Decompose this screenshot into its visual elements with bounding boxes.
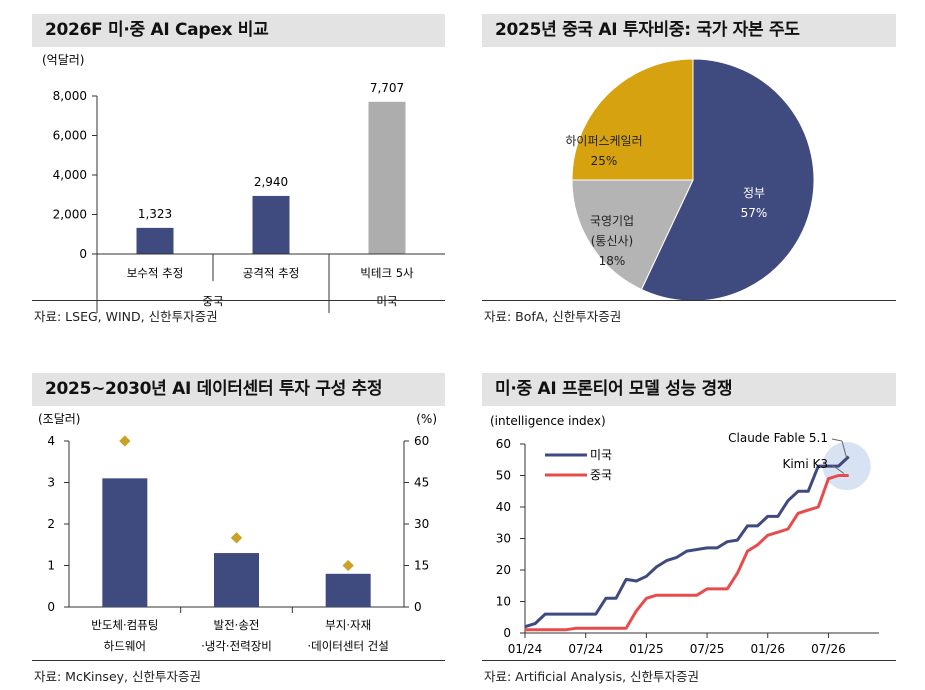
right-tick-label: 30	[414, 517, 429, 531]
y-tick-label: 4,000	[53, 168, 87, 182]
bar	[325, 573, 371, 607]
bar-value-label: 1,323	[138, 207, 172, 221]
y-axis-label: (intelligence index)	[490, 414, 606, 428]
y-tick-label: 8,000	[53, 89, 87, 103]
category-label: 공격적 추정	[243, 266, 300, 280]
source-note: 자료: BofA, 신한투자증권	[484, 309, 622, 324]
x-tick-label: 07/26	[811, 642, 846, 656]
left-tick-label: 2	[47, 517, 55, 531]
y-axis-unit: (억달러)	[42, 53, 84, 67]
bar	[252, 195, 290, 254]
group-label: 중국	[202, 294, 223, 308]
x-tick-label: 01/26	[750, 642, 785, 656]
category-label: 보수적 추정	[127, 266, 184, 280]
annotation-leader	[831, 438, 843, 442]
y-tick-label: 50	[496, 469, 511, 483]
x-tick-label: 07/25	[690, 642, 725, 656]
share-marker	[119, 435, 131, 447]
series-line	[525, 474, 849, 632]
panel-china-ai-investment-share: 2025년 중국 AI 투자비중: 국가 자본 주도 정부 57% 국영기업 (통신사…	[482, 14, 896, 334]
y-tick-label: 30	[496, 532, 511, 546]
bar	[214, 553, 259, 607]
annotation-label: Kimi K3	[782, 457, 828, 471]
source-note: 자료: McKinsey, 신한투자증권	[34, 669, 201, 684]
panel-title: 2026F 미·중 AI Capex 비교	[32, 14, 445, 47]
left-tick-label: 0	[47, 600, 55, 614]
y-tick-label: 10	[496, 595, 511, 609]
source-note: 자료: LSEG, WIND, 신한투자증권	[34, 309, 218, 324]
bar-value-label: 2,940	[254, 175, 288, 189]
left-axis-unit: (조달러)	[38, 412, 80, 426]
slice-value-label: 57%	[741, 206, 768, 220]
source-divider	[482, 660, 896, 661]
category-label: 발전·송전	[214, 618, 260, 632]
category-label: 빅테크 5사	[360, 266, 414, 280]
source-divider	[32, 660, 445, 661]
category-label: 반도체·컴퓨팅	[91, 618, 158, 632]
y-tick-label: 2,000	[53, 208, 87, 222]
left-tick-label: 3	[47, 476, 55, 490]
investment-pie-chart: 정부 57% 국영기업 (통신사) 18% 하이퍼스케일러 25%	[565, 58, 815, 300]
x-tick-label: 07/24	[568, 642, 603, 656]
x-tick-label: 01/24	[508, 642, 543, 656]
y-tick-label: 6,000	[53, 129, 87, 143]
capex-bar-chart: (억달러) 0 2,000 4,000 6,000 8,000 1,323 보수적 추정 2,9…	[42, 53, 445, 313]
bar	[368, 101, 406, 255]
intelligence-index-line-chart: (intelligence index) 0 10 20 30 40 50 60 01/24 07…	[490, 414, 879, 656]
source-divider	[32, 300, 445, 301]
panel-title: 2025~2030년 AI 데이터센터 투자 구성 추정	[32, 373, 445, 406]
right-axis-unit: (%)	[416, 412, 437, 426]
y-tick-label: 40	[496, 500, 511, 514]
pie-slice	[571, 179, 694, 291]
slice-label: 정부	[743, 186, 765, 200]
legend-label: 중국	[590, 468, 612, 482]
category-label: ·데이터센터 건설	[307, 639, 388, 653]
category-label: 하드웨어	[104, 639, 146, 653]
share-marker	[230, 532, 243, 544]
bar	[136, 227, 174, 254]
panel-frontier-model-race: 미·중 AI 프론티어 모델 성능 경쟁 (intelligence index…	[482, 373, 896, 690]
legend-label: 미국	[590, 448, 612, 462]
annotation-leader	[841, 440, 848, 459]
panel-title: 미·중 AI 프론티어 모델 성능 경쟁	[482, 373, 896, 406]
slice-label: 하이퍼스케일러	[565, 134, 642, 148]
bar-value-label: 7,707	[370, 81, 404, 95]
source-note: 자료: Artificial Analysis, 신한투자증권	[484, 669, 700, 684]
right-tick-label: 15	[414, 559, 429, 573]
group-label: 미국	[376, 294, 397, 308]
panel-title: 2025년 중국 AI 투자비중: 국가 자본 주도	[482, 14, 896, 47]
y-tick-label: 0	[503, 626, 511, 640]
left-tick-label: 1	[47, 559, 55, 573]
source-divider	[482, 300, 896, 301]
category-label: ·냉각·전력장비	[201, 639, 272, 653]
right-tick-label: 60	[414, 434, 429, 448]
category-label: 부지·자재	[325, 618, 371, 632]
slice-value-label: 18%	[599, 254, 626, 268]
annotation-leader	[831, 464, 845, 474]
y-tick-label: 0	[79, 247, 87, 261]
panel-capex-comparison: 2026F 미·중 AI Capex 비교 (억달러) 0 2,000 4,000 6,…	[32, 14, 445, 334]
bar	[102, 478, 148, 607]
x-tick-label: 01/25	[629, 642, 664, 656]
pie-slice	[571, 58, 694, 181]
series-line	[524, 455, 850, 629]
pie-slice	[640, 58, 815, 300]
y-tick-label: 20	[496, 563, 511, 577]
right-tick-label: 45	[414, 476, 429, 490]
y-tick-label: 60	[496, 437, 511, 451]
panel-datacenter-investment: 2025~2030년 AI 데이터센터 투자 구성 추정 (조달러) (%) 0 1 2…	[32, 373, 445, 690]
left-tick-label: 4	[47, 434, 55, 448]
slice-value-label: 25%	[591, 154, 618, 168]
slice-label: (통신사)	[591, 234, 633, 248]
slice-label: 국영기업	[590, 214, 634, 228]
right-tick-label: 0	[414, 600, 422, 614]
annotation-label: Claude Fable 5.1	[728, 431, 828, 445]
share-marker	[342, 559, 354, 572]
